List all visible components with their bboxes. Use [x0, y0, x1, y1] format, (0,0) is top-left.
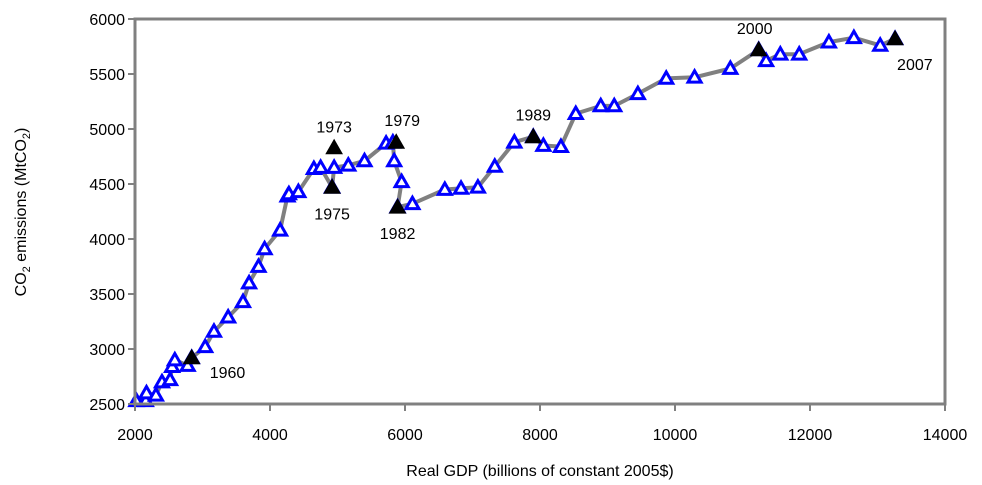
data-point-marker: [204, 321, 224, 338]
x-tick-label: 10000: [653, 427, 698, 444]
y-tick-label: 3000: [89, 342, 125, 359]
x-axis-title: Real GDP (billions of constant 2005$): [406, 463, 673, 480]
y-tick-label: 4000: [89, 232, 125, 249]
x-tick-label: 8000: [522, 427, 558, 444]
data-point-marker: [771, 44, 790, 61]
x-tick-label: 12000: [788, 427, 833, 444]
data-point-marker: [403, 194, 422, 211]
highlight-marker-1975: [323, 178, 341, 194]
year-label-1989: 1989: [515, 108, 551, 125]
data-point-marker: [146, 385, 166, 402]
data-point-marker: [233, 292, 253, 309]
data-point-marker: [311, 157, 330, 174]
data-point-marker: [757, 51, 776, 68]
highlight-marker-1973: [325, 138, 343, 155]
data-point-marker: [137, 383, 156, 400]
data-point-marker: [339, 155, 358, 172]
data-point-marker: [255, 239, 274, 256]
year-label-1982: 1982: [380, 226, 416, 243]
data-point-marker: [289, 182, 308, 199]
data-point-marker: [385, 151, 404, 168]
year-label-1960: 1960: [210, 365, 246, 382]
data-point-marker: [819, 32, 838, 49]
data-point-marker: [534, 135, 553, 152]
y-tick-label: 5000: [89, 122, 125, 139]
x-tick-label: 2000: [117, 427, 153, 444]
data-point-marker: [355, 151, 374, 168]
data-point-marker: [551, 137, 571, 153]
highlight-marker-1982: [388, 198, 407, 214]
data-point-marker: [468, 177, 487, 194]
x-tick-label: 14000: [923, 427, 968, 444]
x-tick-label: 4000: [252, 427, 288, 444]
highlight-marker-2000: [749, 40, 768, 57]
data-point-marker: [249, 256, 268, 273]
data-point-marker: [591, 96, 610, 113]
data-point-marker: [485, 156, 504, 173]
data-point-marker: [392, 172, 411, 189]
data-point-marker: [435, 179, 454, 196]
data-point-marker: [178, 355, 197, 372]
data-point-marker: [505, 132, 524, 149]
data-point-marker: [219, 307, 238, 324]
data-point-marker: [161, 370, 180, 387]
y-tick-label: 6000: [89, 12, 125, 29]
year-label-2000: 2000: [737, 21, 773, 38]
data-point-marker: [325, 157, 344, 174]
x-tick-label: 6000: [387, 427, 423, 444]
data-point-marker: [451, 178, 471, 195]
data-point-marker: [566, 104, 585, 120]
year-label-1973: 1973: [316, 120, 352, 137]
data-point-marker: [685, 67, 704, 84]
year-label-2007: 2007: [897, 57, 933, 74]
highlight-marker-1979: [387, 133, 406, 149]
highlight-marker-1960: [182, 348, 201, 365]
data-point-marker: [721, 58, 740, 75]
y-tick-label: 2500: [89, 397, 125, 414]
data-point-marker: [790, 44, 809, 61]
highlight-marker-2007: [886, 29, 904, 46]
year-label-1979: 1979: [384, 113, 420, 130]
data-point-marker: [628, 84, 647, 101]
y-tick-label: 3500: [89, 287, 125, 304]
data-point-marker: [271, 220, 290, 237]
data-point-marker: [871, 35, 890, 52]
data-point-marker: [239, 273, 259, 290]
highlight-marker-1989: [524, 127, 543, 144]
year-label-1975: 1975: [314, 206, 350, 223]
data-point-marker: [165, 350, 184, 367]
data-point-marker: [844, 28, 863, 45]
data-point-marker: [196, 337, 215, 354]
data-point-marker: [605, 96, 624, 113]
data-point-marker: [657, 68, 676, 85]
y-tick-label: 5500: [89, 67, 125, 84]
y-tick-label: 4500: [89, 177, 125, 194]
y-axis-title: CO2 emissions (MtCO2): [13, 128, 33, 297]
plot-area-frame: [133, 17, 947, 406]
series-line: [136, 35, 896, 403]
